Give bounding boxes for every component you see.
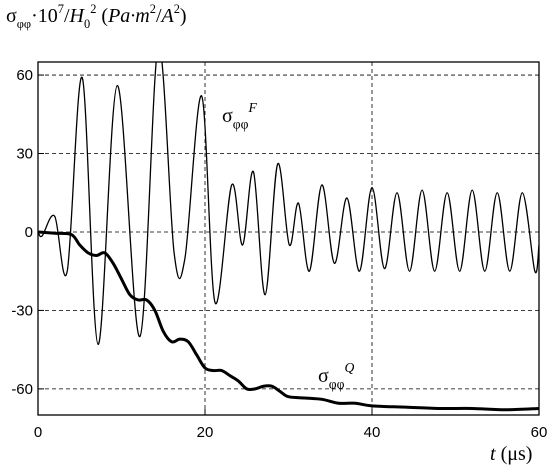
label-part: / — [156, 5, 162, 27]
y-tick-label: 0 — [25, 224, 33, 241]
x-axis-label: t (μs) — [490, 443, 532, 465]
x-tick-label: 40 — [364, 424, 381, 441]
series-label: σφφQ — [318, 360, 355, 392]
y-tick-label: 60 — [16, 67, 33, 84]
label-part: Q — [345, 360, 355, 375]
y-axis-label: σφφ·107/H02 (Pa·m2/A2) — [6, 2, 187, 31]
y-tick-label: -30 — [11, 302, 33, 319]
series-line — [38, 62, 539, 346]
label-part: σ — [318, 365, 329, 387]
label-part: 2 — [90, 2, 96, 16]
y-tick-label: 30 — [16, 146, 33, 163]
series-label: σφφ F — [222, 100, 258, 132]
label-part: σ — [222, 105, 233, 127]
plot-frame — [37, 61, 540, 416]
label-part: ·10 — [31, 5, 58, 27]
y-tick-label: -60 — [11, 381, 33, 398]
label-part: φφ — [329, 377, 345, 392]
x-tick-label: 60 — [531, 424, 548, 441]
label-part: 0 — [84, 17, 90, 31]
label-part: φφ — [233, 117, 249, 132]
label-part: / — [64, 5, 70, 27]
x-tick-label: 20 — [197, 424, 214, 441]
label-part: H — [69, 5, 86, 27]
label-part: σ — [6, 5, 17, 27]
series-line — [38, 230, 539, 412]
label-part: ) — [180, 5, 187, 27]
label-part: F — [248, 100, 258, 115]
label-part: t — [490, 443, 496, 465]
label-part: ( — [96, 5, 108, 27]
label-part: φφ — [17, 17, 31, 31]
label-part: A — [160, 5, 175, 27]
x-tick-label: 0 — [34, 424, 42, 441]
label-part: 2 — [150, 2, 156, 16]
label-part: (μs) — [496, 443, 533, 465]
label-part: 2 — [174, 2, 180, 16]
label-part: Pa·m — [107, 5, 150, 27]
label-part: 7 — [58, 2, 64, 16]
